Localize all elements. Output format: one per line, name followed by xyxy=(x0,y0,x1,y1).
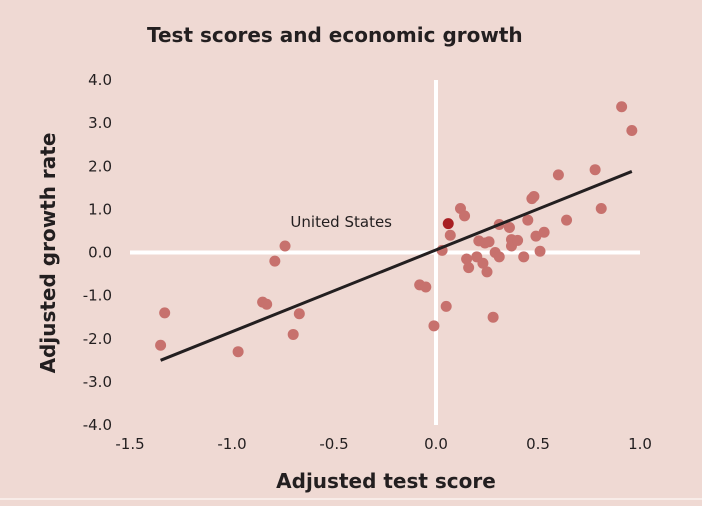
trend-line xyxy=(160,170,633,362)
chart-title: Test scores and economic growth xyxy=(147,23,523,47)
data-point xyxy=(159,307,171,319)
highlight-label: United States xyxy=(290,213,392,231)
data-point xyxy=(440,300,452,312)
bottom-rule xyxy=(0,498,702,500)
data-point xyxy=(561,214,573,226)
data-point xyxy=(444,229,456,241)
data-point xyxy=(481,266,493,278)
x-tick-label: 1.0 xyxy=(628,435,652,453)
data-point xyxy=(279,240,291,252)
x-axis-label: Adjusted test score xyxy=(276,469,496,493)
y-tick-label: 3.0 xyxy=(88,114,112,132)
y-tick-label: 1.0 xyxy=(88,200,112,218)
y-tick-label: -4.0 xyxy=(83,416,112,434)
data-point xyxy=(261,298,273,310)
data-point xyxy=(269,255,281,267)
data-point xyxy=(232,346,244,358)
y-tick-label: 0.0 xyxy=(88,244,112,262)
data-point xyxy=(493,251,505,263)
data-point xyxy=(534,245,546,257)
data-point xyxy=(463,262,475,274)
data-point xyxy=(459,210,471,222)
data-point xyxy=(477,257,489,269)
data-point xyxy=(487,311,499,323)
data-point xyxy=(595,203,607,215)
data-point xyxy=(287,328,299,340)
data-point xyxy=(538,226,550,238)
x-tick-label: 0.0 xyxy=(424,435,448,453)
data-point xyxy=(626,124,638,136)
data-point xyxy=(461,253,473,265)
x-tick-label: -1.5 xyxy=(115,435,144,453)
highlight-point-united-states xyxy=(442,218,454,230)
data-point xyxy=(428,320,440,332)
data-point xyxy=(530,230,542,242)
data-point xyxy=(552,169,564,181)
y-tick-label: -3.0 xyxy=(83,373,112,391)
data-point xyxy=(522,214,534,226)
data-point xyxy=(616,101,628,113)
data-point xyxy=(589,164,601,176)
data-point xyxy=(293,308,305,320)
data-point xyxy=(518,251,530,263)
x-tick-label: -0.5 xyxy=(319,435,348,453)
data-point xyxy=(503,221,515,233)
x-tick-label: 0.5 xyxy=(526,435,550,453)
y-axis-label: Adjusted growth rate xyxy=(36,133,60,374)
y-tick-label: -2.0 xyxy=(83,330,112,348)
data-point xyxy=(420,281,432,293)
data-point xyxy=(528,190,540,202)
data-point xyxy=(483,236,495,248)
x-tick-label: -1.0 xyxy=(217,435,246,453)
y-tick-label: 4.0 xyxy=(88,71,112,89)
y-tick-label: -1.0 xyxy=(83,287,112,305)
y-tick-label: 2.0 xyxy=(88,157,112,175)
data-point xyxy=(155,339,167,351)
data-point xyxy=(512,234,524,246)
